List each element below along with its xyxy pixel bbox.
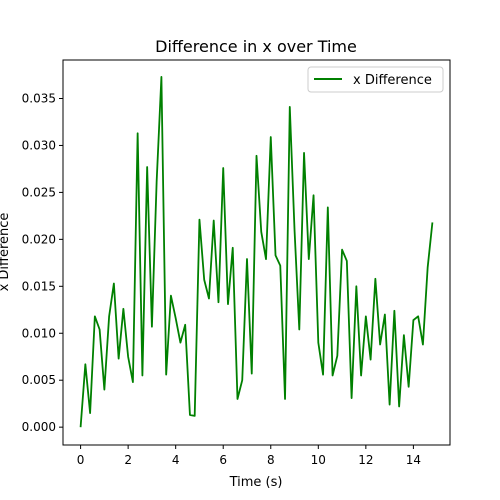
- legend-box: [307, 66, 444, 93]
- y-axis-label: x Difference: [0, 213, 12, 292]
- y-tick-label: 0.025: [22, 185, 56, 199]
- x-tick-label: 14: [406, 453, 421, 467]
- y-axis: 0.000 0.005 0.010 0.015 0.020 0.025 0.030 0.035: [22, 92, 63, 434]
- y-tick-label: 0.035: [22, 92, 56, 106]
- x-tick-label: 2: [124, 453, 132, 467]
- axes-frame: [62, 59, 451, 446]
- y-tick-label: 0.015: [22, 279, 56, 293]
- y-tick-label: 0.020: [22, 232, 56, 246]
- legend: x Difference: [307, 66, 444, 93]
- series-line-x-difference: [79, 76, 434, 428]
- legend-entry-x-difference: x Difference: [353, 73, 432, 88]
- y-tick-label: 0.030: [22, 138, 56, 152]
- x-tick-label: 12: [358, 453, 373, 467]
- x-tick-label: 6: [219, 453, 227, 467]
- plot-area: [79, 76, 434, 428]
- x-tick-label: 4: [172, 453, 180, 467]
- x-tick-label: 8: [267, 453, 275, 467]
- x-axis: 0 2 4 6 8 10 12 14: [77, 445, 421, 467]
- chart-title: Difference in x over Time: [155, 37, 357, 56]
- y-tick-label: 0.005: [22, 373, 56, 387]
- x-tick-label: 10: [311, 453, 326, 467]
- y-tick-label: 0.010: [22, 326, 56, 340]
- x-axis-label: Time (s): [229, 475, 283, 490]
- x-tick-label: 0: [77, 453, 85, 467]
- y-tick-label: 0.000: [22, 420, 56, 434]
